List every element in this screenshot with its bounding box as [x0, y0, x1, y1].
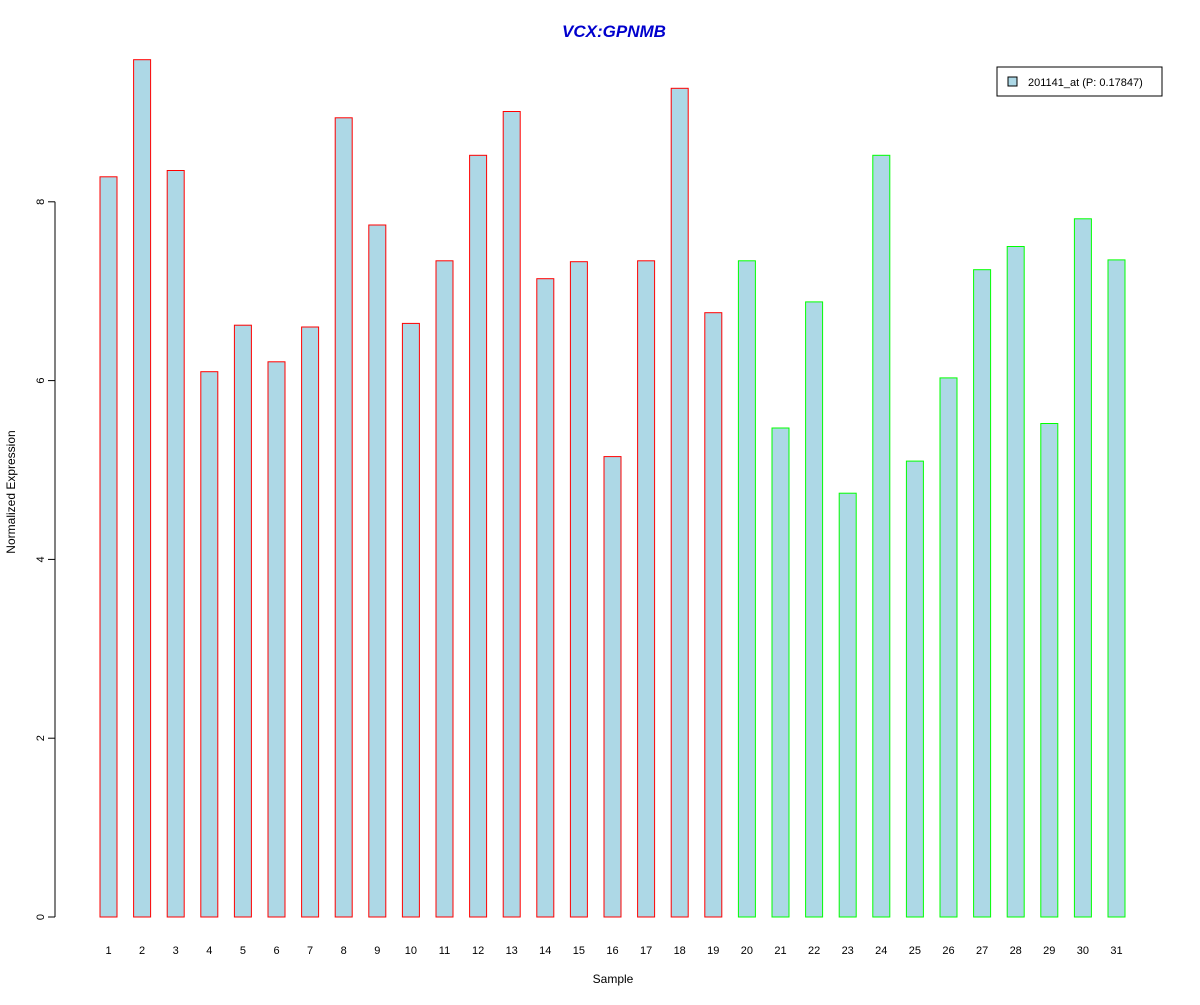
x-tick-label: 30 — [1077, 945, 1089, 957]
bar-sample-22 — [805, 301, 824, 918]
bar-sample-24 — [872, 154, 891, 918]
bar-sample-20 — [737, 260, 756, 918]
bar-sample-4 — [200, 371, 219, 918]
x-tick-label: 19 — [707, 945, 719, 957]
x-tick-label: 16 — [606, 945, 618, 957]
bar-sample-5 — [233, 324, 252, 918]
bar-sample-10 — [401, 322, 420, 918]
x-tick-label: 24 — [875, 945, 887, 957]
bar-sample-11 — [435, 260, 454, 918]
x-tick-label: 5 — [240, 945, 246, 957]
y-tick-label: 8 — [35, 199, 47, 205]
bars-group — [99, 59, 1126, 918]
x-tick-label: 1 — [105, 945, 111, 957]
bar-sample-14 — [536, 278, 555, 918]
x-tick-label: 17 — [640, 945, 652, 957]
legend-box — [996, 66, 1163, 97]
bar-sample-7 — [301, 326, 320, 918]
bar-sample-19 — [704, 312, 723, 918]
bar-sample-9 — [368, 224, 387, 918]
x-tick-label: 31 — [1110, 945, 1122, 957]
x-tick-label: 25 — [909, 945, 921, 957]
x-tick-label: 7 — [307, 945, 313, 957]
x-tick-label: 21 — [774, 945, 786, 957]
bar-sample-28 — [1006, 246, 1025, 918]
legend-swatch — [1007, 76, 1018, 87]
x-tick-label: 8 — [341, 945, 347, 957]
x-tick-label: 28 — [1010, 945, 1022, 957]
y-tick-label: 6 — [35, 378, 47, 384]
bar-sample-2 — [133, 59, 152, 918]
x-tick-label: 14 — [539, 945, 551, 957]
x-tick-label: 23 — [842, 945, 854, 957]
x-tick-label: 15 — [573, 945, 585, 957]
x-tick-label: 3 — [173, 945, 179, 957]
x-tick-label: 4 — [206, 945, 212, 957]
x-tick-label: 27 — [976, 945, 988, 957]
y-axis-label: Normalized Expression — [4, 430, 18, 553]
bar-sample-30 — [1073, 218, 1092, 918]
x-tick-label: 6 — [273, 945, 279, 957]
x-tick-label: 11 — [439, 945, 450, 957]
x-tick-label: 9 — [374, 945, 380, 957]
x-tick-label: 18 — [674, 945, 686, 957]
x-tick-label: 2 — [139, 945, 145, 957]
x-tick-label: 13 — [506, 945, 518, 957]
y-axis: 0 2 4 6 8 — [35, 199, 56, 920]
bar-sample-12 — [469, 154, 488, 918]
x-tick-label: 20 — [741, 945, 753, 957]
chart-title: VCX:GPNMB — [562, 22, 666, 41]
bar-sample-15 — [569, 261, 588, 918]
x-tick-label: 29 — [1043, 945, 1055, 957]
bar-sample-1 — [99, 176, 118, 918]
x-tick-label: 22 — [808, 945, 820, 957]
bar-sample-21 — [771, 427, 790, 918]
bar-sample-16 — [603, 456, 622, 918]
bar-sample-3 — [166, 170, 185, 918]
bar-sample-29 — [1040, 423, 1059, 918]
x-tick-label: 12 — [472, 945, 484, 957]
bar-sample-23 — [838, 492, 857, 918]
x-axis-label: Sample — [593, 972, 634, 986]
bar-sample-13 — [502, 111, 521, 918]
legend-label: 201141_at (P: 0.17847) — [1028, 77, 1143, 89]
x-tick-labels: 1 2 3 4 5 6 7 8 9 10 11 12 13 14 15 16 17 18 19 20 21 22 23 24 2… — [105, 945, 1122, 957]
y-tick-label: 2 — [35, 735, 47, 741]
bar-sample-18 — [670, 87, 689, 918]
bar-sample-31 — [1107, 259, 1126, 918]
x-tick-label: 10 — [405, 945, 417, 957]
bar-sample-27 — [973, 269, 992, 918]
bar-sample-6 — [267, 361, 286, 918]
bar-sample-8 — [334, 117, 353, 918]
bar-sample-17 — [637, 260, 656, 918]
bar-sample-25 — [905, 460, 924, 918]
y-tick-label: 0 — [35, 914, 47, 920]
x-tick-label: 26 — [942, 945, 954, 957]
bar-sample-26 — [939, 377, 958, 918]
legend: 201141_at (P: 0.17847) — [996, 66, 1163, 97]
y-tick-label: 4 — [35, 556, 47, 562]
